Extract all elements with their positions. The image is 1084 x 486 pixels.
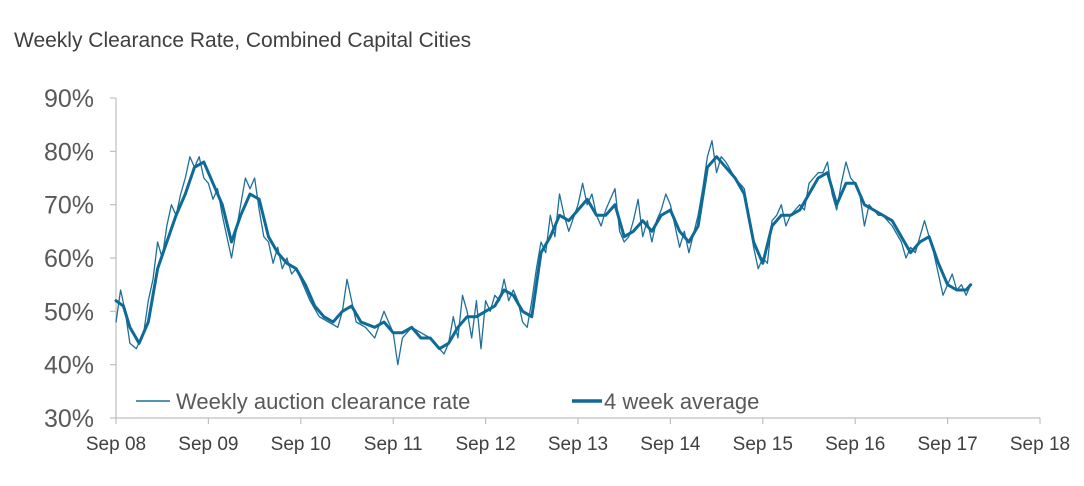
y-tick-label: 90% bbox=[44, 85, 94, 113]
y-tick-label: 40% bbox=[44, 352, 94, 380]
x-tick-label: Sep 12 bbox=[455, 434, 515, 455]
x-tick-label: Sep 08 bbox=[86, 434, 146, 455]
legend-average-label: 4 week average bbox=[604, 389, 759, 414]
x-tick-label: Sep 09 bbox=[178, 434, 238, 455]
series-layer bbox=[114, 140, 973, 366]
x-tick-label: Sep 15 bbox=[733, 434, 793, 455]
y-tick-label: 60% bbox=[44, 245, 94, 273]
legend: Weekly auction clearance rate 4 week ave… bbox=[136, 389, 759, 414]
series-line-weekly-clearance bbox=[115, 140, 972, 366]
x-tick-label: Sep 17 bbox=[917, 434, 977, 455]
x-tick-label: Sep 13 bbox=[548, 434, 608, 455]
series-line-4-week-average bbox=[114, 155, 973, 351]
y-tick-label: 50% bbox=[44, 298, 94, 326]
x-tick-label: Sep 11 bbox=[364, 434, 423, 455]
x-tick-label: Sep 14 bbox=[640, 434, 701, 455]
y-tick-label: 80% bbox=[44, 138, 94, 166]
legend-weekly-label: Weekly auction clearance rate bbox=[176, 389, 470, 414]
y-axis-ticks: 90% 80% 70% 60% 50% 40% 30% bbox=[44, 85, 116, 433]
x-tick-label: Sep 18 bbox=[1010, 434, 1070, 455]
x-tick-label: Sep 10 bbox=[271, 434, 331, 455]
y-tick-label: 30% bbox=[44, 405, 94, 433]
chart-title: Weekly Clearance Rate, Combined Capital … bbox=[14, 29, 471, 52]
y-tick-label: 70% bbox=[44, 192, 94, 220]
x-tick-label: Sep 16 bbox=[825, 434, 885, 455]
x-axis-ticks: Sep 08 Sep 09 Sep 10 Sep 11 Sep 12 Sep 13 Sep … bbox=[86, 418, 1070, 455]
